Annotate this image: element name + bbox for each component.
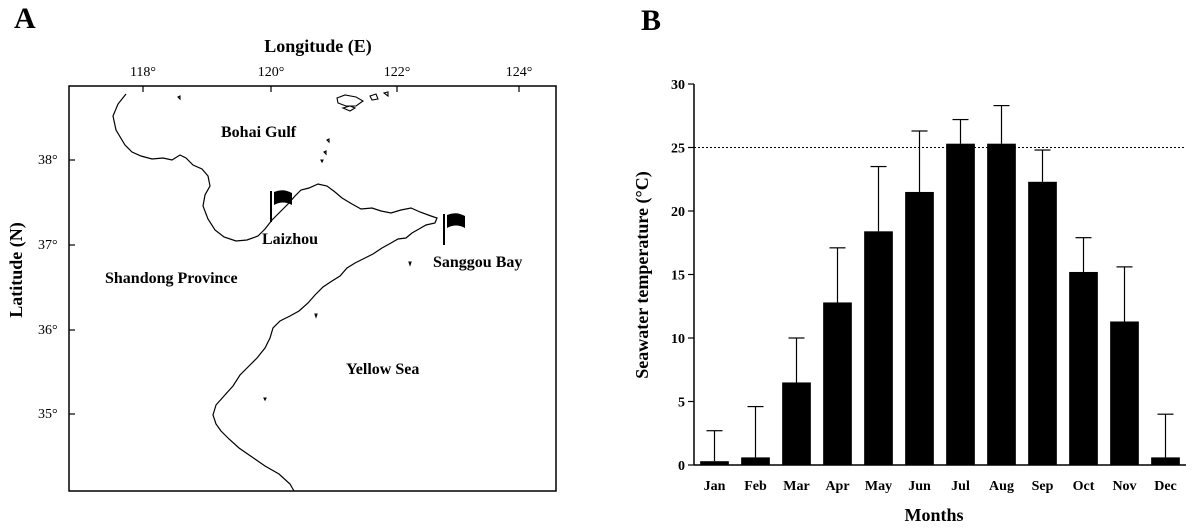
x-tick-label: Jul <box>951 479 970 494</box>
x-tick-label: Jun <box>908 479 931 494</box>
bar <box>946 143 975 465</box>
longitude-tick: 122° <box>384 65 411 80</box>
coastline <box>112 93 438 492</box>
x-tick-label: Oct <box>1073 479 1095 494</box>
islands <box>177 91 412 402</box>
bar <box>905 191 934 465</box>
x-tick-label: Nov <box>1112 479 1136 494</box>
bar <box>864 231 893 465</box>
y-tick-label: 30 <box>671 78 685 93</box>
x-tick-label: Sep <box>1032 479 1054 494</box>
sanggou-flag-icon <box>443 213 465 245</box>
bar <box>987 143 1016 465</box>
latitude-tick-labels: 38° 37° 36° 35° <box>38 153 58 422</box>
sanggou-bay-label: Sanggou Bay <box>433 254 522 271</box>
laizhou-flag-icon <box>270 190 292 222</box>
longitude-tick-labels: 118° 120° 122° 124° <box>130 65 532 80</box>
longitude-tick: 120° <box>258 65 285 80</box>
x-tick-label: Jan <box>704 479 726 494</box>
longitude-tick: 118° <box>130 65 156 80</box>
panel-a-letter: A <box>14 2 36 35</box>
longitude-tick: 124° <box>506 65 533 80</box>
months-axis-title: Months <box>904 505 963 525</box>
x-tick-label: Mar <box>783 479 809 494</box>
map-frame <box>68 85 557 492</box>
y-tick-label: 20 <box>671 205 685 220</box>
bar <box>741 457 770 465</box>
y-tick-label: 5 <box>678 396 685 411</box>
shandong-province-label: Shandong Province <box>105 270 238 287</box>
yellow-sea-label: Yellow Sea <box>346 361 419 378</box>
y-tick-label: 0 <box>678 459 685 474</box>
y-tick-label: 25 <box>671 142 685 157</box>
x-tick-label: Apr <box>825 479 849 494</box>
bar <box>782 382 811 465</box>
bar <box>1110 321 1139 465</box>
panel-b-letter: B <box>641 4 661 37</box>
latitude-tick: 35° <box>38 407 58 422</box>
laizhou-label: Laizhou <box>262 231 318 248</box>
frame-ticks <box>69 86 520 415</box>
x-tick-label: May <box>865 479 892 494</box>
temperature-bar-chart: 0 5 10 15 20 25 30 Jan Feb Mar Apr May Jun Jul Aug Sep O… <box>671 78 1186 494</box>
y-tick-label: 15 <box>671 269 685 284</box>
x-tick-label: Aug <box>989 479 1014 494</box>
latitude-tick: 37° <box>38 238 58 253</box>
bar <box>700 461 729 465</box>
bar <box>823 302 852 465</box>
y-tick-label: 10 <box>671 332 685 347</box>
bar <box>1151 457 1180 465</box>
x-tick-label: Dec <box>1154 479 1177 494</box>
x-tick-label: Feb <box>744 479 767 494</box>
bohai-gulf-label: Bohai Gulf <box>221 124 297 141</box>
temperature-axis-title: Seawater temperature (°C) <box>632 171 653 378</box>
place-labels: Bohai Gulf Laizhou Sanggou Bay Shandong … <box>105 124 522 378</box>
latitude-axis-title: Latitude (N) <box>6 222 27 318</box>
bar <box>1069 271 1098 465</box>
bar <box>1028 181 1057 466</box>
latitude-tick: 36° <box>38 323 58 338</box>
latitude-tick: 38° <box>38 153 58 168</box>
longitude-axis-title: Longitude (E) <box>264 36 372 57</box>
